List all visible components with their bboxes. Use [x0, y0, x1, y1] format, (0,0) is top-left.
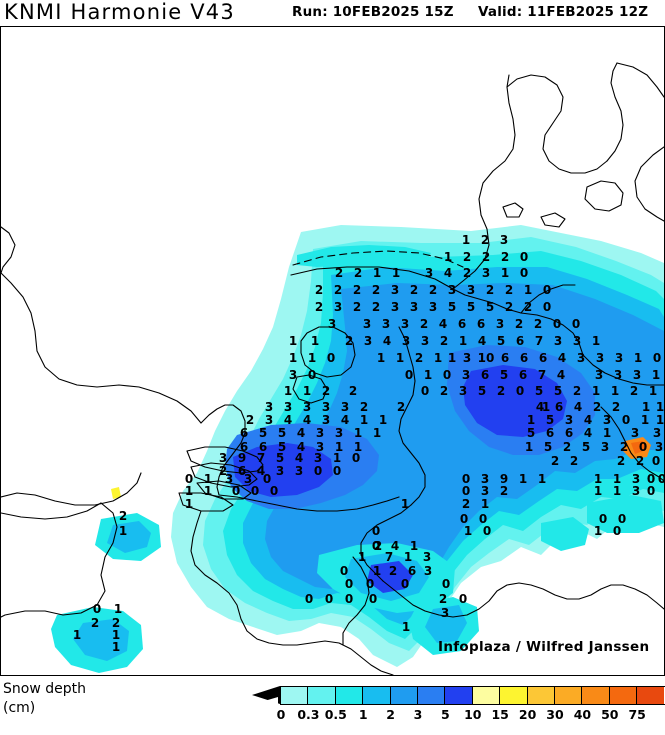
coast-kent — [1, 472, 142, 506]
colorbar-cells[interactable] — [280, 686, 665, 705]
colorbar-cell-12[interactable] — [609, 687, 638, 704]
coast-germany-elbe — [452, 288, 584, 356]
patch-south-b-core — [73, 619, 129, 661]
legend-title-line2: (cm) — [3, 700, 36, 716]
border-de-rhine — [360, 504, 412, 582]
coast-great-britain — [1, 226, 16, 274]
colorbar-tick-6: 5 — [441, 707, 450, 722]
coast-german-bight — [452, 74, 516, 290]
border-nl-be — [218, 494, 400, 512]
coast-baltic — [634, 146, 664, 222]
coast-denmark-w — [506, 74, 608, 174]
colorbar-cell-10[interactable] — [554, 687, 583, 704]
contour-band-10-core — [463, 365, 567, 437]
colorbar-cell-9[interactable] — [527, 687, 555, 704]
colorbar-tick-8: 15 — [491, 707, 509, 722]
coast-island-fyn — [584, 180, 624, 212]
coast-channel-s — [1, 502, 102, 520]
coast-markermeer — [292, 374, 328, 404]
border-lux — [342, 556, 370, 646]
colorbar-tick-3: 1 — [358, 707, 368, 722]
coast-east-anglia — [1, 272, 202, 424]
coast-island-small-2 — [540, 212, 566, 228]
contour-band-group — [171, 225, 664, 667]
colorbar-cell-1[interactable] — [308, 687, 336, 704]
colorbar-tick-13: 75 — [628, 707, 646, 722]
border-nl-de — [398, 326, 426, 506]
colorbar-tick-0: 0 — [276, 707, 286, 722]
coast-netherlands-west — [200, 404, 246, 496]
contour-band-10-nl — [233, 443, 333, 497]
colorbar-cell-4[interactable] — [390, 687, 418, 704]
colorbar-cell-0[interactable] — [281, 687, 309, 704]
patch-e-strip — [587, 495, 664, 533]
border-de-e — [582, 354, 664, 386]
map-credit: Infoplaza / Wilfred Janssen — [438, 639, 650, 655]
valid-timestamp: Valid: 11FEB2025 12Z — [478, 4, 649, 20]
colorbar-tick-2: 0.5 — [324, 707, 347, 722]
page-title: KNMI Harmonie V43 — [4, 0, 235, 24]
patch-yellow-speck — [111, 487, 121, 499]
patch-ne-small — [541, 517, 589, 551]
colorbar-tick-10: 30 — [546, 707, 564, 722]
colorbar[interactable]: 0 0.3 0.5 1 2 3 5 10 15 20 30 40 50 75 — [252, 686, 665, 726]
colorbar-tick-11: 40 — [573, 707, 592, 722]
legend-title-line1: Snow depth — [3, 681, 86, 697]
coast-island-small-1 — [502, 202, 524, 218]
colorbar-cell-2[interactable] — [335, 687, 364, 704]
border-be-fr — [190, 510, 394, 675]
coast-denmark-e — [606, 62, 624, 162]
coast-zeeland-2 — [190, 462, 258, 488]
coast-ijsselmeer — [300, 326, 356, 378]
colorbar-cell-6[interactable] — [445, 687, 473, 704]
coast-wadden-islands — [292, 250, 464, 268]
run-timestamp: Run: 10FEB2025 15Z — [292, 4, 454, 20]
patch-wadden — [297, 245, 431, 267]
legend-title: Snow depth (cm) — [3, 680, 86, 718]
colorbar-under-arrow — [252, 686, 280, 711]
colorbar-cell-3[interactable] — [363, 687, 391, 704]
coast-channel-france — [1, 502, 118, 618]
snow-depth-map — [1, 62, 664, 675]
header-bar: KNMI Harmonie V43 Run: 10FEB2025 15Z Val… — [0, 0, 665, 26]
colorbar-tick-9: 20 — [518, 707, 537, 722]
patch-central-deep — [367, 561, 413, 593]
colorbar-tick-4: 2 — [386, 707, 395, 722]
coast-wadden-coast — [290, 266, 454, 290]
coast-zeeland-4 — [178, 492, 234, 512]
border-de-se — [600, 406, 664, 482]
colorbar-cell-7[interactable] — [472, 687, 501, 704]
colorbar-cell-13[interactable] — [637, 687, 665, 704]
colorbar-cell-5[interactable] — [417, 687, 446, 704]
coast-north-tip — [520, 284, 576, 314]
colorbar-tick-12: 50 — [601, 707, 619, 722]
coast-zeeland-1 — [186, 446, 264, 474]
colorbar-cell-11[interactable] — [582, 687, 610, 704]
border-de-s — [382, 580, 664, 618]
coastline-layer — [1, 62, 664, 675]
coast-germany-ne — [616, 62, 664, 98]
colorbar-tick-5: 3 — [413, 707, 423, 722]
patch-south-a-core — [107, 521, 151, 553]
colorbar-cell-8[interactable] — [500, 687, 528, 704]
colorbar-under-arrow-fill — [254, 697, 278, 711]
colorbar-tick-7: 10 — [464, 707, 482, 722]
colorbar-tick-1: 0.3 — [297, 707, 320, 722]
patch-orange-hotspot-core — [631, 441, 646, 454]
legend-panel: Snow depth (cm) 0 0.3 0.5 1 2 3 5 10 15 20 30 40 50 7… — [0, 676, 665, 735]
scattered-patches — [51, 245, 664, 673]
